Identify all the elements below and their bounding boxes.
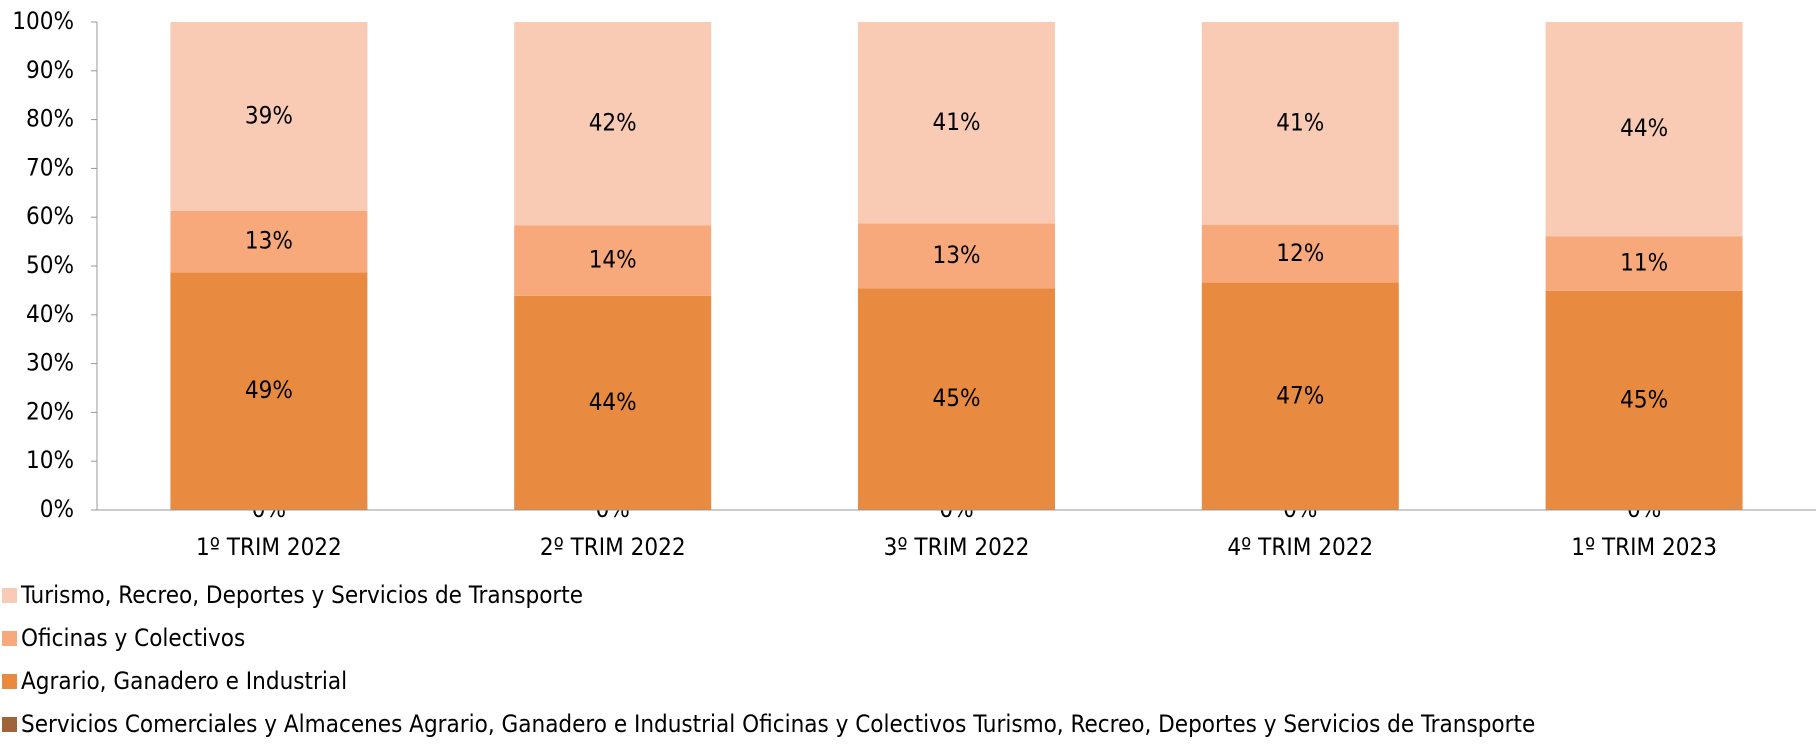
y-tick-label: 0% (40, 495, 74, 523)
data-label: 44% (1620, 114, 1668, 142)
x-tick-label: 3º TRIM 2022 (884, 533, 1030, 561)
y-tick-label: 70% (26, 153, 74, 181)
bar-segment (170, 272, 368, 510)
data-label: 41% (933, 108, 981, 136)
bar-segment (1201, 22, 1399, 226)
bar-segment (170, 22, 368, 211)
y-tick-label: 40% (26, 300, 74, 328)
data-label: 45% (933, 384, 981, 412)
data-label: 39% (245, 101, 293, 129)
bar-segment (170, 210, 368, 273)
legend-label: Oficinas y Colectivos (21, 624, 245, 652)
data-label: 13% (933, 241, 981, 269)
legend-label: Servicios Comerciales y Almacenes Agrari… (21, 710, 1535, 738)
bar-segment (858, 288, 1055, 510)
bar-segment (858, 22, 1055, 224)
data-label: 45% (1620, 385, 1668, 413)
legend-swatch (2, 588, 17, 603)
bar-segment (1545, 290, 1743, 510)
legend-label: Agrario, Ganadero e Industrial (21, 667, 347, 695)
data-label: 13% (245, 227, 293, 255)
legend-label: Turismo, Recreo, Deportes y Servicios de… (20, 581, 583, 609)
bar-segment (858, 223, 1055, 289)
x-tick-label: 1º TRIM 2022 (196, 533, 342, 561)
bar-segment (1201, 225, 1399, 283)
data-label: 11% (1620, 249, 1668, 277)
legend-swatch (2, 717, 17, 732)
data-label: 14% (589, 246, 637, 274)
x-tick-label: 4º TRIM 2022 (1227, 533, 1373, 561)
bar-segment (1201, 282, 1399, 510)
data-label: 49% (245, 376, 293, 404)
data-label: 47% (1276, 381, 1324, 409)
data-label: 41% (1276, 109, 1324, 137)
y-tick-label: 20% (26, 397, 74, 425)
x-tick-label: 1º TRIM 2023 (1571, 533, 1717, 561)
data-label: 44% (589, 388, 637, 416)
y-tick-label: 60% (26, 202, 74, 230)
bar-segment (514, 295, 712, 510)
legend-swatch (2, 631, 17, 646)
bar-segment (514, 225, 712, 296)
legend-swatch (2, 674, 17, 689)
y-tick-label: 30% (26, 349, 74, 377)
bar-segment (514, 22, 712, 226)
data-label: 42% (589, 109, 637, 137)
y-tick-label: 80% (26, 105, 74, 133)
x-tick-label: 2º TRIM 2022 (540, 533, 686, 561)
bar-segment (1545, 236, 1743, 291)
bar-segment (1545, 22, 1743, 237)
y-tick-label: 100% (12, 7, 74, 35)
data-label: 12% (1276, 239, 1324, 267)
y-tick-label: 10% (26, 446, 74, 474)
y-tick-label: 50% (26, 251, 74, 279)
y-tick-label: 90% (26, 56, 74, 84)
